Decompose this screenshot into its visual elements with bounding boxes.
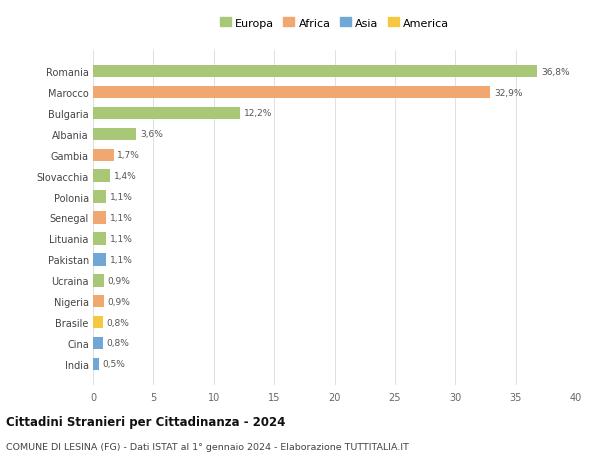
Text: 36,8%: 36,8% <box>541 67 569 77</box>
Text: Cittadini Stranieri per Cittadinanza - 2024: Cittadini Stranieri per Cittadinanza - 2… <box>6 415 286 428</box>
Text: 0,5%: 0,5% <box>103 359 125 369</box>
Bar <box>93 87 490 99</box>
Bar <box>93 316 103 329</box>
Legend: Europa, Africa, Asia, America: Europa, Africa, Asia, America <box>218 16 451 31</box>
Text: 1,1%: 1,1% <box>110 255 133 264</box>
Bar <box>93 358 99 370</box>
Text: 1,7%: 1,7% <box>117 151 140 160</box>
Bar <box>93 295 104 308</box>
Text: 1,1%: 1,1% <box>110 193 133 202</box>
Text: COMUNE DI LESINA (FG) - Dati ISTAT al 1° gennaio 2024 - Elaborazione TUTTITALIA.: COMUNE DI LESINA (FG) - Dati ISTAT al 1°… <box>6 442 409 451</box>
Text: 0,9%: 0,9% <box>107 297 130 306</box>
Text: 0,9%: 0,9% <box>107 276 130 285</box>
Bar <box>93 129 136 141</box>
Bar <box>93 107 241 120</box>
Bar <box>93 170 110 183</box>
Text: 0,8%: 0,8% <box>106 339 129 348</box>
Text: 0,8%: 0,8% <box>106 318 129 327</box>
Text: 1,1%: 1,1% <box>110 235 133 243</box>
Text: 12,2%: 12,2% <box>244 109 272 118</box>
Bar <box>93 212 106 224</box>
Text: 1,4%: 1,4% <box>113 172 136 181</box>
Bar <box>93 253 106 266</box>
Bar <box>93 149 113 162</box>
Bar <box>93 337 103 349</box>
Text: 1,1%: 1,1% <box>110 213 133 223</box>
Bar <box>93 66 538 78</box>
Text: 3,6%: 3,6% <box>140 130 163 139</box>
Text: 32,9%: 32,9% <box>494 88 523 97</box>
Bar <box>93 191 106 203</box>
Bar <box>93 274 104 287</box>
Bar <box>93 233 106 245</box>
